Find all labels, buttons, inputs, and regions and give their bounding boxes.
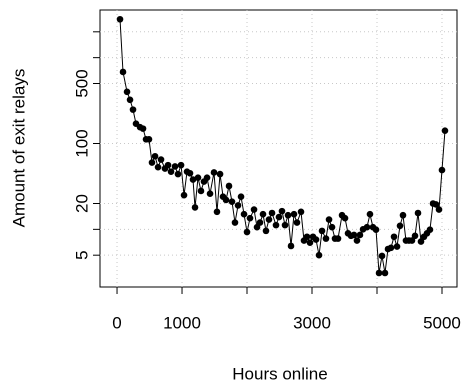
data-point — [240, 210, 248, 218]
data-point — [225, 182, 233, 190]
data-point — [399, 211, 407, 219]
data-point — [123, 88, 131, 96]
data-point — [231, 219, 239, 226]
data-point — [375, 269, 383, 277]
data-point — [387, 244, 395, 252]
y-tick-label: 500 — [72, 69, 91, 97]
data-point — [435, 206, 443, 213]
data-point — [325, 216, 333, 223]
data-point — [243, 228, 251, 236]
data-point — [281, 221, 289, 229]
data-point — [222, 196, 230, 204]
y-axis-label: Amount of exit relays — [9, 69, 28, 228]
data-point — [194, 174, 202, 181]
y-tick-label: 100 — [72, 129, 91, 157]
data-point — [256, 219, 264, 226]
data-point — [341, 214, 349, 222]
x-tick-label: 1000 — [163, 313, 201, 332]
data-point — [197, 187, 205, 195]
data-point — [390, 233, 398, 241]
data-point — [210, 169, 218, 176]
data-point — [171, 163, 179, 170]
data-point — [441, 127, 449, 134]
data-point — [356, 231, 364, 239]
data-point — [408, 237, 416, 244]
data-point — [191, 204, 199, 211]
data-point — [411, 232, 419, 240]
data-point — [306, 239, 314, 246]
data-point — [189, 176, 197, 183]
data-point — [275, 213, 283, 221]
data-point — [363, 223, 371, 231]
data-point — [426, 226, 434, 234]
x-tick-label: 5000 — [423, 313, 461, 332]
data-point — [322, 235, 330, 242]
data-point — [213, 208, 221, 216]
data-point — [396, 222, 404, 230]
y-tick-label: 5 — [72, 250, 91, 259]
data-point — [148, 159, 156, 166]
data-point — [206, 190, 214, 198]
data-point — [312, 236, 320, 243]
data-point — [203, 174, 211, 181]
data-point — [287, 242, 295, 250]
data-point — [167, 168, 175, 175]
data-point — [315, 251, 323, 259]
data-point — [432, 201, 440, 208]
data-point — [372, 226, 380, 234]
data-point — [378, 252, 386, 260]
data-point — [154, 163, 162, 171]
data-point — [334, 235, 342, 242]
data-point — [174, 170, 182, 178]
data-point — [284, 211, 292, 219]
data-point — [246, 214, 254, 222]
data-point — [303, 233, 311, 241]
data-point — [180, 191, 188, 199]
data-point — [272, 221, 280, 229]
data-point — [353, 237, 361, 244]
data-point — [265, 216, 273, 223]
data-point — [366, 210, 374, 218]
data-point — [268, 209, 276, 217]
x-tick-label: 3000 — [293, 313, 331, 332]
data-point — [177, 161, 185, 169]
data-point — [237, 193, 245, 201]
data-point — [157, 156, 165, 163]
data-point — [259, 210, 267, 218]
data-point — [381, 269, 389, 277]
data-point — [216, 170, 224, 178]
data-point — [145, 135, 153, 143]
x-axis-label: Hours online — [232, 364, 327, 383]
data-point — [414, 209, 422, 217]
data-point — [139, 125, 147, 132]
plot-frame — [99, 9, 458, 288]
data-point — [297, 208, 305, 216]
data-point — [234, 202, 242, 209]
data-point — [290, 210, 298, 218]
data-point — [328, 223, 336, 231]
data-point — [262, 227, 270, 235]
data-point — [129, 106, 137, 113]
series-line — [119, 19, 446, 274]
data-point — [116, 15, 124, 23]
data-point — [393, 243, 401, 250]
data-point — [318, 227, 326, 235]
data-point — [350, 231, 358, 239]
data-point — [293, 219, 301, 226]
data-point — [151, 152, 159, 160]
data-point — [164, 161, 172, 169]
x-tick-label: 0 — [112, 313, 121, 332]
y-tick-label: 20 — [72, 194, 91, 213]
data-point — [250, 206, 258, 213]
data-point — [186, 169, 194, 177]
data-point — [126, 96, 134, 104]
data-point — [119, 68, 127, 76]
data-point — [438, 166, 446, 174]
data-point — [278, 207, 286, 215]
data-point — [417, 238, 425, 245]
data-point — [228, 198, 236, 205]
